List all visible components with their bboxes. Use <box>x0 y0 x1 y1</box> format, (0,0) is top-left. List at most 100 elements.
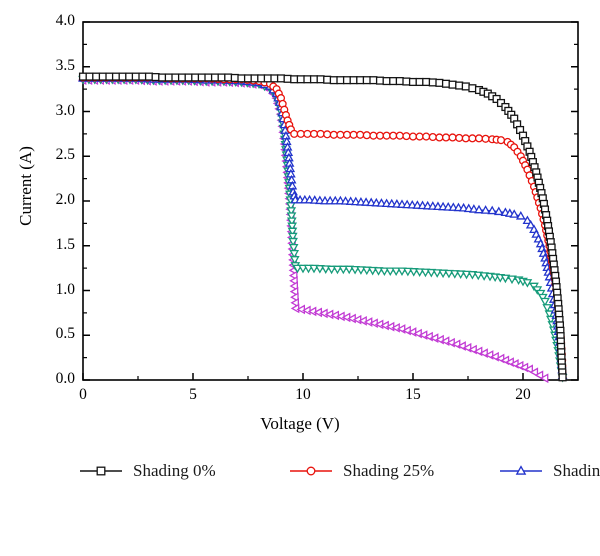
data-point-marker <box>391 267 401 277</box>
legend-marker-triangle-up-open <box>500 465 542 475</box>
data-point-marker <box>289 249 300 259</box>
data-point-marker <box>369 131 378 140</box>
data-point-marker <box>356 266 366 275</box>
data-point-marker <box>287 222 298 232</box>
data-point-marker <box>408 132 418 141</box>
y-tick-label: 1.5 <box>55 235 75 253</box>
data-point-marker <box>303 129 312 138</box>
x-tick-label: 5 <box>189 386 197 403</box>
data-point-marker <box>474 204 484 214</box>
data-point-marker <box>469 204 479 213</box>
data-point-marker <box>336 76 345 85</box>
data-point-marker <box>525 219 536 229</box>
data-point-marker <box>493 206 504 216</box>
data-point-marker <box>389 77 398 86</box>
data-point-marker <box>487 205 498 215</box>
data-point-marker <box>290 129 299 138</box>
data-point-marker <box>529 367 539 378</box>
data-point-marker <box>287 227 298 237</box>
data-point-marker <box>250 74 259 83</box>
data-point-marker <box>316 129 325 138</box>
data-point-marker <box>435 133 444 142</box>
data-point-marker <box>306 466 316 476</box>
data-point-marker <box>515 210 526 220</box>
data-point-marker <box>85 72 94 81</box>
data-point-marker <box>286 217 297 227</box>
data-point-marker <box>296 75 305 84</box>
data-point-marker <box>420 268 431 278</box>
data-point-marker <box>426 268 437 278</box>
data-point-marker <box>332 265 343 275</box>
data-point-marker <box>375 76 385 85</box>
data-point-marker <box>395 131 404 140</box>
data-point-marker <box>257 74 266 83</box>
data-point-marker <box>96 466 106 476</box>
data-point-marker <box>361 266 372 276</box>
data-point-marker <box>473 271 484 281</box>
data-point-marker <box>303 75 312 84</box>
data-point-marker <box>385 267 396 277</box>
series-shading-100 <box>77 75 549 384</box>
data-point-marker <box>534 370 544 381</box>
data-point-marker <box>309 129 319 138</box>
legend-marker-square-open <box>80 466 122 476</box>
y-tick-label: 2.5 <box>55 146 75 164</box>
data-point-marker <box>197 73 206 82</box>
data-point-marker <box>329 76 338 85</box>
y-tick-label: 0.5 <box>55 325 75 343</box>
data-point-marker <box>496 136 506 145</box>
data-point-marker <box>118 72 127 81</box>
data-point-marker <box>441 79 451 88</box>
data-point-marker <box>288 243 299 253</box>
data-point-marker <box>286 207 297 216</box>
data-point-marker <box>105 72 114 81</box>
data-point-marker <box>539 373 549 384</box>
data-point-marker <box>276 74 286 83</box>
data-point-marker <box>98 72 107 81</box>
data-point-marker <box>397 267 407 277</box>
data-point-marker <box>375 131 385 140</box>
data-point-marker <box>463 203 474 213</box>
data-point-marker <box>480 205 491 214</box>
data-point-marker <box>500 274 511 284</box>
series-line <box>83 77 564 376</box>
data-point-marker <box>461 134 470 143</box>
data-point-marker <box>303 264 314 274</box>
data-point-marker <box>191 73 200 82</box>
data-point-marker <box>336 130 345 139</box>
data-point-marker <box>349 130 358 139</box>
legend-item-shading-0[interactable]: Shading 0% <box>78 458 288 484</box>
data-point-marker <box>356 76 365 85</box>
data-point-marker <box>171 73 180 82</box>
data-point-marker <box>290 297 300 308</box>
legend-item-shading-50[interactable]: Shading 50% <box>498 458 600 484</box>
data-point-marker <box>288 237 298 247</box>
data-point-marker <box>78 72 88 81</box>
y-tick-label: 3.5 <box>55 56 75 74</box>
data-point-marker <box>524 364 533 375</box>
x-tick-label: 0 <box>79 386 87 403</box>
data-point-marker <box>184 73 193 82</box>
data-point-marker <box>455 81 464 90</box>
data-point-marker <box>342 76 352 85</box>
data-point-marker <box>522 215 533 225</box>
legend-item-shading-25[interactable]: Shading 25% <box>288 458 498 484</box>
data-point-marker <box>243 74 253 83</box>
data-point-marker <box>461 270 472 280</box>
data-point-marker <box>270 74 279 83</box>
data-point-marker <box>369 76 378 85</box>
data-point-marker <box>287 232 298 242</box>
data-point-marker <box>474 134 484 143</box>
data-point-marker <box>151 72 160 82</box>
x-tick-label: 15 <box>405 386 421 403</box>
data-point-marker <box>323 130 332 139</box>
data-point-marker <box>290 292 299 303</box>
data-point-marker <box>461 82 470 91</box>
data-point-marker <box>289 281 299 291</box>
data-point-marker <box>455 133 464 142</box>
data-point-marker <box>323 75 332 84</box>
data-point-marker <box>224 73 233 82</box>
data-point-marker <box>435 78 444 87</box>
